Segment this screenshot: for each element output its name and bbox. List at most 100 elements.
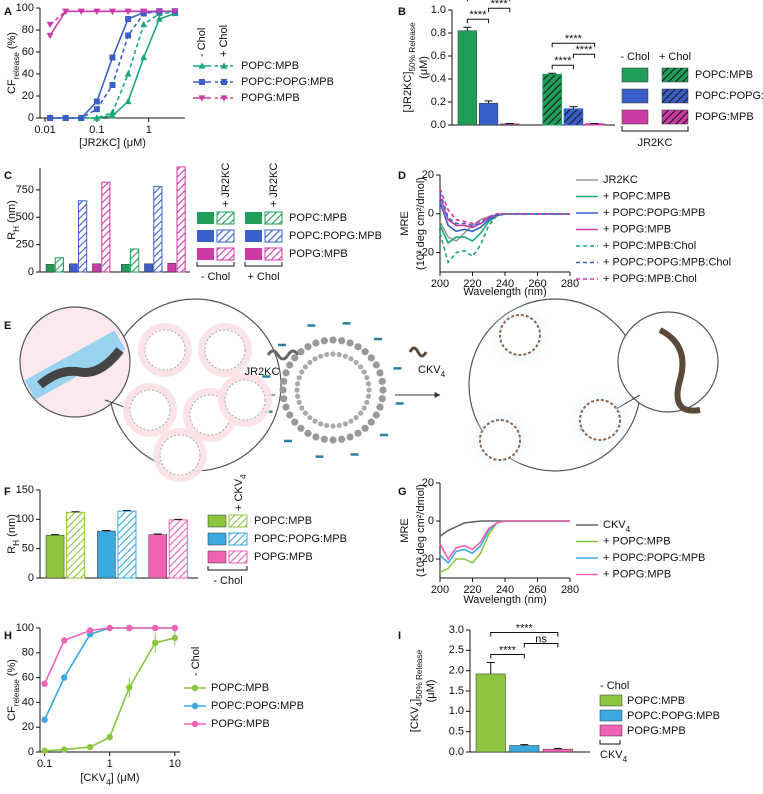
y-axis-label-part: (nm)	[6, 200, 18, 226]
data-point	[106, 624, 113, 632]
error-bar	[569, 106, 578, 109]
lipid-head	[299, 369, 305, 375]
data-point	[171, 624, 179, 632]
legend-label: POPC:POPG:MPB	[289, 230, 382, 242]
y-axis-label: (μM)	[418, 56, 430, 79]
series-line	[439, 196, 570, 229]
legend-swatch	[228, 514, 248, 528]
y-tick-label: 80	[22, 647, 34, 659]
y-axis-label-part: R	[6, 232, 18, 240]
error-bar	[153, 533, 162, 535]
legend-header: + JR2KC	[268, 163, 280, 207]
y-axis-label: [CKV4]50% Release	[409, 649, 424, 732]
x-tick-label: 220	[463, 584, 481, 596]
panel-label: I	[398, 630, 401, 642]
lipid-head	[318, 421, 324, 427]
legend-swatch	[264, 247, 283, 261]
lipid-head	[297, 424, 305, 432]
y-axis-label-part: (%)	[6, 659, 18, 679]
y-axis-label: MRE	[399, 211, 411, 235]
lipid-head	[372, 361, 380, 369]
y-tick-label: 20	[422, 477, 434, 489]
significance-label: ****	[499, 644, 517, 656]
legend-label: + POPC:MPB	[603, 190, 671, 202]
data-point	[86, 743, 94, 751]
legend-label: POPG:MPB	[241, 92, 300, 104]
legend-swatch	[245, 230, 262, 242]
legend-swatch	[228, 532, 248, 546]
legend-label-part: 4	[626, 525, 631, 534]
lipid-head	[361, 405, 367, 411]
legend-swatch	[216, 211, 235, 225]
data-point	[109, 8, 116, 15]
lipid-head	[318, 353, 324, 359]
y-tick-label: 0	[28, 266, 34, 278]
data-point	[106, 733, 113, 741]
vesicle	[499, 314, 541, 356]
lipid-head	[294, 381, 301, 387]
data-point	[86, 627, 94, 634]
error-bar	[553, 747, 562, 750]
y-tick-label: 0	[28, 746, 34, 758]
lipid-head	[336, 422, 342, 429]
legend-bracket	[621, 126, 689, 132]
legend-label: POPG:MPB	[627, 725, 686, 737]
legend-label: POPC:POPG:MPB	[241, 76, 334, 88]
y-axis-label: (μM)	[425, 680, 437, 703]
bar	[121, 264, 130, 273]
y-tick-label: 0.6	[431, 50, 446, 62]
y-tick-label: -20	[418, 247, 434, 259]
legend-swatch	[197, 248, 214, 260]
y-axis-label: (10³ deg cm²/dmol)	[415, 177, 427, 270]
lipid-head	[324, 351, 330, 358]
lipid-head	[354, 429, 362, 437]
bar	[478, 102, 499, 126]
bar	[584, 123, 605, 126]
legend-label: + POPC:POPG:MPB	[603, 207, 705, 219]
data-point	[126, 624, 133, 632]
lipid-head	[286, 361, 294, 369]
data-point	[77, 8, 85, 15]
legend-label: POPG:MPB	[254, 551, 313, 563]
y-tick-label: 0.0	[449, 746, 464, 758]
legend-label: + POPC:MPB:Chol	[603, 240, 696, 252]
legend-swatch	[207, 514, 227, 528]
lipid-head	[312, 339, 320, 347]
legend-label: + POPG:MPB	[603, 223, 671, 235]
data-point	[124, 70, 132, 77]
lipid-head	[302, 364, 309, 370]
lipid-head	[353, 359, 359, 366]
x-axis-label-part: [CKV	[80, 772, 106, 784]
legend-marker	[191, 702, 199, 710]
legend-swatch	[661, 109, 689, 125]
error-bar	[122, 510, 131, 512]
data-point	[109, 54, 116, 61]
lipid-head	[282, 369, 290, 377]
series-line	[439, 520, 570, 537]
lipid-head	[342, 421, 348, 427]
legend-header: + Chol	[218, 25, 230, 57]
legend-footer-part: CKV	[600, 749, 623, 761]
peptide-label-part: CKV	[418, 364, 441, 376]
data-point	[78, 115, 85, 121]
bar	[542, 73, 563, 126]
lipid-head	[361, 348, 369, 356]
significance-bracket	[488, 7, 511, 13]
y-tick-label: 250	[16, 239, 34, 251]
legend-label: + POPC:MPB	[603, 535, 671, 547]
lipid-head	[312, 356, 318, 362]
y-tick-label: 0.4	[431, 73, 446, 85]
legend-bracket	[207, 566, 248, 571]
legend-header: + Chol	[659, 51, 691, 63]
bar	[148, 534, 168, 579]
lipid-head	[378, 395, 386, 403]
lipid-head	[294, 387, 300, 393]
bar	[153, 186, 163, 273]
bar	[168, 519, 188, 579]
data-point	[124, 97, 132, 105]
legend-marker	[220, 95, 228, 102]
data-point	[125, 32, 132, 39]
y-tick-label: 500	[16, 211, 34, 223]
